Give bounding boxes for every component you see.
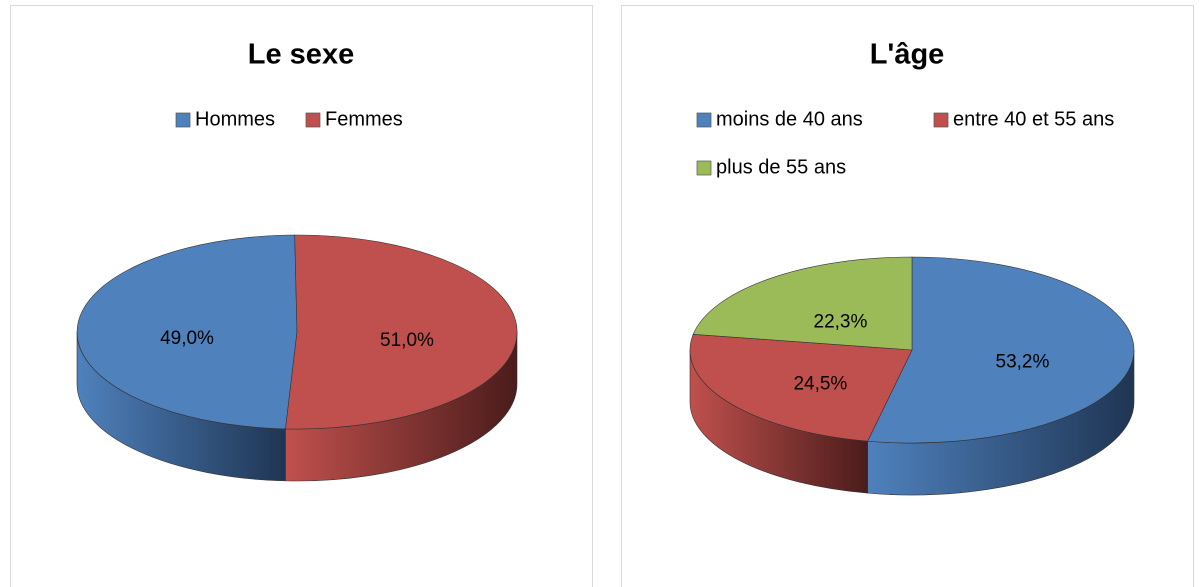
legend-label: Hommes [195, 108, 275, 130]
legend-label: Femmes [325, 108, 403, 130]
legend-swatch [305, 112, 321, 128]
data-label: 53,2% [996, 352, 1050, 373]
data-label: 24,5% [793, 373, 847, 394]
data-label: 49,0% [160, 328, 214, 349]
slice [867, 256, 1135, 444]
data-label: 22,3% [814, 311, 868, 332]
slice [692, 256, 913, 351]
legend-swatch [933, 112, 949, 128]
chart-title: Le sexe [248, 39, 354, 71]
slice [285, 234, 518, 430]
legend-label: moins de 40 ans [716, 108, 863, 130]
chart-title: L'âge [870, 39, 945, 71]
data-label: 51,0% [380, 330, 434, 351]
legend-label: entre 40 et 55 ans [953, 108, 1114, 130]
legend-swatch [696, 112, 712, 128]
slice [76, 234, 298, 430]
legend-swatch [175, 112, 191, 128]
legend-label: plus de 55 ans [716, 156, 846, 178]
slice [689, 333, 913, 442]
legend-swatch [696, 160, 712, 176]
